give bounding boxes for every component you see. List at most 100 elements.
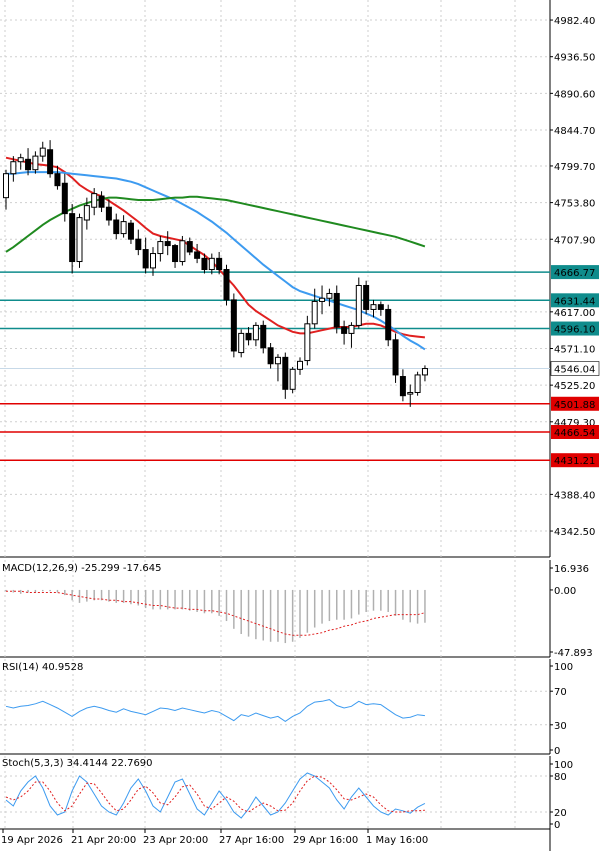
y-tick-label: 4890.60 <box>554 89 595 100</box>
candle <box>260 320 267 354</box>
candle <box>194 243 201 264</box>
candle <box>304 315 311 366</box>
candle-body <box>179 240 186 263</box>
candle-body <box>319 297 326 302</box>
candle <box>39 141 46 162</box>
candle <box>223 264 230 306</box>
candle <box>252 322 259 347</box>
candle <box>32 151 39 174</box>
x-tick-label: 27 Apr 16:00 <box>219 835 284 846</box>
y-tick-label: 4799.70 <box>554 162 595 173</box>
ma_blue-line <box>6 171 426 351</box>
candle <box>157 235 164 262</box>
stoch-title: Stoch(5,3,3) 34.4144 22.7690 <box>2 758 153 769</box>
candle <box>98 191 105 213</box>
y-tick-label: 4936.50 <box>554 53 595 64</box>
candle <box>245 327 252 346</box>
candle <box>120 215 127 238</box>
ma_green-line <box>5 195 426 253</box>
y-tick-label: 4388.40 <box>554 490 595 501</box>
candle-body <box>32 155 39 171</box>
x-tick-label: 29 Apr 16:00 <box>293 835 358 846</box>
candle <box>135 229 142 256</box>
level-label-box <box>551 293 599 308</box>
candle <box>274 354 281 382</box>
macd-title: MACD(12,26,9) -25.299 -17.645 <box>2 563 162 574</box>
candle-body <box>355 284 362 326</box>
candle <box>61 173 68 222</box>
rsi-tick-label: 30 <box>554 721 567 732</box>
candle-body <box>289 368 296 390</box>
candle <box>348 322 355 348</box>
y-tick-label: 4982.40 <box>554 16 595 27</box>
candle-body <box>61 182 68 215</box>
candle-body <box>113 219 120 235</box>
level-label: 4466.54 <box>554 428 595 439</box>
candle <box>208 253 215 275</box>
candle <box>186 237 193 256</box>
candle <box>230 293 237 358</box>
candle-body <box>172 245 179 263</box>
x-tick-label: 21 Apr 20:00 <box>71 835 136 846</box>
candle-body <box>127 222 134 240</box>
level-label: 4596.10 <box>554 325 595 336</box>
candle-body <box>297 360 303 370</box>
macd-tick-label: 16.936 <box>554 564 589 575</box>
candle-body <box>83 205 90 221</box>
candle <box>421 365 428 382</box>
candle <box>54 165 61 190</box>
level-label: 4431.21 <box>554 456 595 467</box>
candle-body <box>377 304 384 310</box>
candle-body <box>326 292 333 299</box>
candle <box>385 304 392 347</box>
candle <box>83 197 90 230</box>
candle-body <box>25 158 32 171</box>
level-label-box <box>551 424 599 439</box>
candle <box>69 204 76 274</box>
y-tick-label: 4571.10 <box>554 344 595 355</box>
candle-body <box>333 292 340 328</box>
candle <box>370 299 377 318</box>
candle-body <box>39 147 46 157</box>
candle-body <box>10 161 17 175</box>
rsi-line <box>5 699 425 723</box>
stoch-k-line <box>5 772 426 819</box>
candle <box>297 357 303 375</box>
candle-body <box>304 323 311 362</box>
candle-body <box>120 221 127 235</box>
candle <box>377 301 384 316</box>
candle-body <box>414 374 421 393</box>
candle-body <box>91 193 98 208</box>
candle <box>216 251 223 275</box>
candle-body <box>135 238 142 251</box>
stoch-tick-label: 0 <box>554 820 560 831</box>
candle <box>113 213 120 240</box>
ma_red-line <box>5 156 426 339</box>
candle <box>25 148 32 176</box>
x-tick-label: 19 Apr 2026 <box>1 835 63 846</box>
stoch-d-line <box>5 775 425 813</box>
last-price-box <box>550 361 600 376</box>
candle-body <box>76 217 83 263</box>
candle-body <box>267 347 274 365</box>
candle <box>10 156 17 182</box>
y-tick-label: 4479.30 <box>554 418 595 429</box>
candle-body <box>274 356 281 365</box>
level-label-box <box>551 265 599 280</box>
x-tick-label: 1 May 16:00 <box>366 835 428 846</box>
rsi-tick-label: 0 <box>554 746 560 757</box>
y-tick-label: 4753.80 <box>554 199 595 210</box>
stoch-tick-label: 20 <box>554 808 567 819</box>
candle <box>399 369 406 402</box>
candle-body <box>252 324 259 341</box>
y-tick-label: 4617.00 <box>554 308 595 319</box>
candle-body <box>223 269 230 301</box>
candle <box>127 220 134 244</box>
level-label: 4666.77 <box>554 268 595 279</box>
macd-tick-label: -47.893 <box>554 648 593 659</box>
candle-body <box>194 251 201 259</box>
candle <box>392 333 399 383</box>
macd-tick-label: 0.00 <box>554 586 576 597</box>
candle <box>201 253 208 274</box>
candle <box>238 329 245 358</box>
